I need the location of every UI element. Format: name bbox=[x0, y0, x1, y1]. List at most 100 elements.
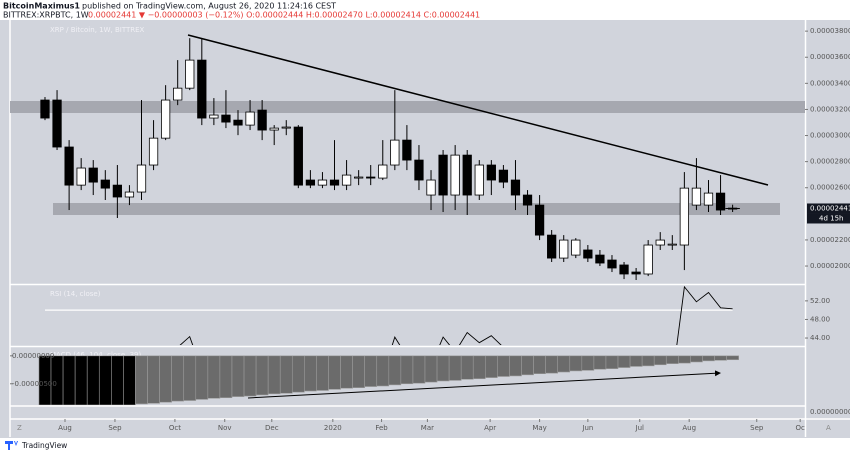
histogram-bar bbox=[364, 355, 378, 387]
histogram-bar bbox=[291, 355, 305, 393]
symbol: BITTREX:XRPBTC, 1W bbox=[3, 11, 89, 20]
candle-body bbox=[269, 127, 279, 131]
candle-body bbox=[341, 174, 352, 186]
x-tick-label: Jun bbox=[581, 424, 593, 432]
rsi-title: RSI (14, close) bbox=[50, 290, 101, 298]
histogram-bar bbox=[448, 355, 462, 381]
zoom-icon[interactable]: Z bbox=[17, 424, 22, 432]
published: published on TradingView.com, August 26,… bbox=[82, 2, 336, 11]
y-tick-label: 0.00002200 bbox=[810, 236, 850, 244]
histogram-bar bbox=[641, 355, 655, 367]
trendline bbox=[187, 34, 769, 186]
histogram-bar bbox=[207, 355, 221, 399]
axes: 0.00002000 0.00002200 0.00002600 0.00002800… bbox=[10, 27, 850, 432]
candle-body bbox=[631, 271, 641, 275]
candle-body bbox=[619, 264, 629, 275]
candle-body bbox=[571, 239, 581, 256]
histogram-bar bbox=[159, 355, 172, 403]
histogram-bar bbox=[629, 355, 643, 367]
candle-body bbox=[438, 154, 448, 196]
candle-body bbox=[655, 239, 665, 246]
candle-body bbox=[534, 204, 545, 236]
candle-body bbox=[185, 59, 195, 89]
candle-body bbox=[414, 159, 424, 181]
candle-body bbox=[88, 167, 98, 183]
y-tick-label: 0.00003800 bbox=[810, 27, 850, 35]
histogram-bar bbox=[62, 355, 76, 405]
histogram-bar bbox=[460, 355, 474, 380]
histogram-bar bbox=[617, 355, 631, 368]
histogram-bar bbox=[316, 355, 329, 391]
y-tick-label: 0.00000000 bbox=[12, 352, 54, 360]
histogram-bar bbox=[243, 355, 257, 397]
histogram-bar bbox=[231, 355, 245, 397]
x-tick-label: Oc bbox=[795, 424, 805, 432]
extra-pane-tick: 0.00000000 bbox=[810, 408, 850, 416]
candle-body bbox=[233, 119, 243, 126]
histogram-bar bbox=[545, 355, 558, 374]
macd-pane bbox=[38, 355, 739, 405]
histogram-bar bbox=[111, 355, 124, 405]
x-tick-label: Sep bbox=[108, 424, 122, 432]
y-tick-label: 0.00002600 bbox=[810, 184, 850, 192]
candle-body bbox=[64, 146, 74, 186]
candle-body bbox=[643, 244, 653, 275]
candle-body bbox=[305, 179, 316, 186]
x-tick-label: Mar bbox=[421, 424, 434, 432]
candle-body bbox=[209, 114, 219, 119]
y-tick-label: 0.00002000 bbox=[810, 262, 850, 270]
histogram-bar bbox=[400, 355, 414, 385]
x-tick-label: Dec bbox=[265, 424, 279, 432]
candle-body bbox=[329, 179, 340, 186]
histogram-bar bbox=[605, 355, 619, 369]
candle-body bbox=[76, 167, 86, 186]
histogram-bar bbox=[581, 355, 595, 371]
candle-body bbox=[583, 249, 593, 259]
price-pane bbox=[40, 38, 740, 280]
support-zone bbox=[53, 203, 780, 215]
macd-arrow bbox=[247, 370, 721, 399]
zones bbox=[10, 101, 805, 215]
y-tick-label: 0.00003000 bbox=[810, 132, 850, 140]
histogram-bar bbox=[521, 355, 534, 376]
candle-body bbox=[124, 191, 135, 198]
histogram-bar bbox=[195, 355, 209, 400]
histogram-bar bbox=[340, 355, 353, 389]
histogram-bar bbox=[690, 355, 703, 363]
y-tick-label: 52.00 bbox=[810, 297, 830, 305]
candle-body bbox=[378, 164, 388, 179]
candle-body bbox=[462, 154, 472, 196]
histogram-bar bbox=[267, 355, 281, 395]
y-tick-label: -0.00000500 bbox=[12, 380, 57, 388]
candle-body bbox=[486, 164, 496, 181]
quote: 0.00002441 ▼ −0.00000003 (−0.12%) O:0.00… bbox=[88, 11, 480, 20]
y-tick-label: 44.00 bbox=[810, 334, 830, 342]
x-tick-label: Aug bbox=[682, 424, 696, 432]
histogram-bar bbox=[424, 355, 438, 383]
histogram-bar bbox=[653, 355, 667, 366]
candle-body bbox=[426, 179, 436, 196]
candle-body bbox=[510, 179, 521, 196]
histogram-bar bbox=[279, 355, 293, 394]
candle-body bbox=[52, 99, 62, 148]
histogram-bar bbox=[702, 355, 715, 362]
x-tick-label: Feb bbox=[375, 424, 388, 432]
candle-body bbox=[498, 169, 509, 183]
x-tick-label: Aug bbox=[58, 424, 72, 432]
histogram-bar bbox=[304, 355, 317, 392]
auto-icon[interactable]: A bbox=[826, 424, 831, 432]
candle-body bbox=[160, 99, 171, 139]
candle-body bbox=[390, 139, 400, 166]
countdown-box bbox=[807, 213, 850, 224]
histogram-bar bbox=[412, 355, 426, 384]
histogram-bar bbox=[376, 355, 390, 387]
histogram-bar bbox=[726, 355, 739, 361]
candle-body bbox=[100, 179, 110, 189]
x-tick-label: Apr bbox=[484, 424, 496, 432]
histogram-bar bbox=[98, 355, 112, 405]
histogram-bar bbox=[328, 355, 341, 390]
histogram-bar bbox=[183, 355, 197, 401]
pane-separators bbox=[9, 20, 850, 437]
candle-body bbox=[679, 187, 689, 246]
